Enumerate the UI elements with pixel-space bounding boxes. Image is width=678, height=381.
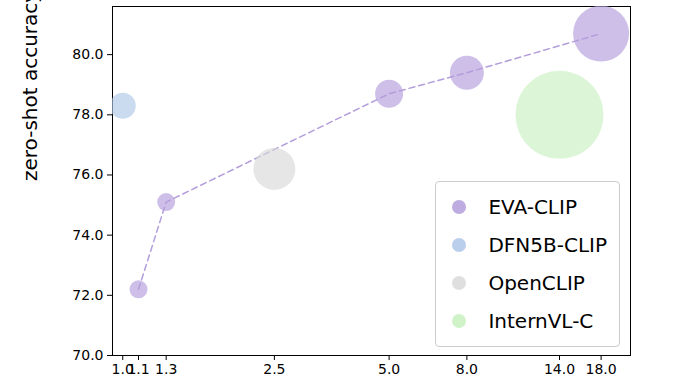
svg-text:80.0: 80.0	[72, 46, 103, 62]
html-text:DFN5B-CLIP: DFN5B-CLIP	[488, 233, 607, 257]
svg-text:78.0: 78.0	[72, 106, 103, 122]
html-text:EVA-CLIP: EVA-CLIP	[488, 195, 577, 219]
svg-text:8.0: 8.0	[456, 361, 478, 377]
svg-text:zero-shot accuracy (%): zero-shot accuracy (%)	[18, 0, 42, 181]
svg-text:18.0: 18.0	[586, 361, 617, 377]
svg-text:76.0: 76.0	[72, 166, 103, 182]
html-text:InternVL-C: InternVL-C	[488, 309, 594, 333]
svg-text:70.0: 70.0	[72, 347, 103, 363]
svg-text:72.0: 72.0	[72, 287, 103, 303]
svg-text:1.3: 1.3	[155, 361, 177, 377]
svg-text:1.1: 1.1	[127, 361, 149, 377]
svg-text:74.0: 74.0	[72, 227, 103, 243]
svg-text:5.0: 5.0	[378, 361, 400, 377]
svg-text:14.0: 14.0	[544, 361, 575, 377]
svg-text:2.5: 2.5	[263, 361, 285, 377]
html-text:OpenCLIP: OpenCLIP	[488, 271, 585, 295]
svg-text:1.0: 1.0	[111, 361, 134, 378]
